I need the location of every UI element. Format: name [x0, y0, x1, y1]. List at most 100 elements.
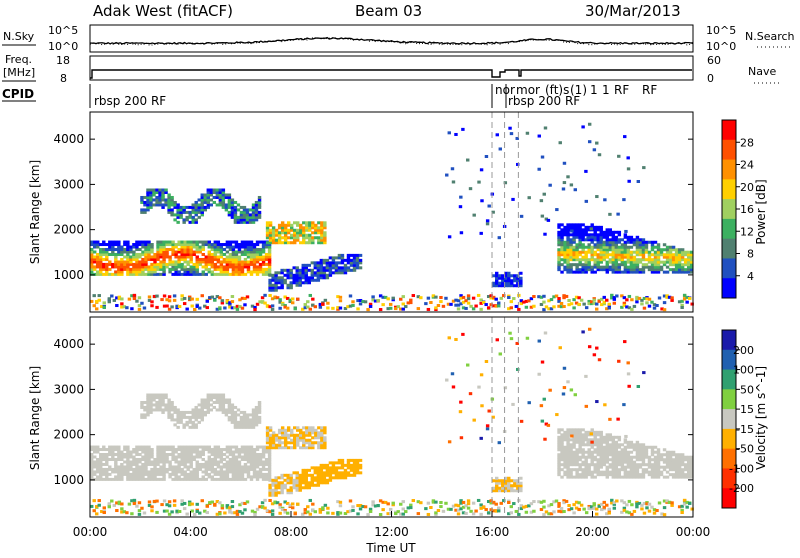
- power-cell: [231, 262, 236, 266]
- velocity-cell: [572, 450, 576, 454]
- power-cell: [182, 210, 186, 214]
- velocity-cell: [156, 450, 160, 454]
- power-cell: [328, 263, 333, 267]
- power-cell: [677, 255, 682, 259]
- power-cell: [650, 300, 654, 304]
- power-cell: [237, 262, 242, 266]
- power-cell: [638, 268, 643, 272]
- power-cell: [168, 267, 172, 271]
- power-cell: [167, 198, 171, 202]
- velocity-cell: [310, 476, 315, 480]
- power-cell: [170, 195, 174, 199]
- power-cell: [197, 198, 201, 202]
- power-cell: [246, 260, 251, 264]
- power-cell: [285, 296, 290, 300]
- power-cell: [218, 188, 223, 192]
- power-cell: [537, 167, 541, 171]
- velocity-cell: [171, 455, 175, 459]
- power-cell: [635, 235, 640, 239]
- power-cell: [507, 307, 511, 311]
- velocity-cell: [239, 418, 244, 422]
- velocity-cell: [316, 466, 321, 470]
- velocity-cell: [203, 398, 207, 402]
- power-cell: [144, 267, 148, 271]
- power-cell: [317, 236, 321, 240]
- power-cell: [471, 296, 476, 300]
- power-cell: [135, 270, 139, 274]
- power-cell: [447, 235, 452, 239]
- power-cell: [474, 304, 478, 308]
- power-cell: [516, 279, 520, 283]
- velocity-cell: [537, 500, 541, 504]
- velocity-cell: [314, 433, 318, 437]
- velocity-cell: [215, 512, 220, 516]
- velocity-cell: [507, 484, 511, 488]
- power-cell: [138, 260, 142, 264]
- power-cell: [216, 257, 221, 261]
- velocity-cell: [476, 498, 481, 502]
- power-cell: [122, 305, 127, 309]
- power-cell: [581, 230, 585, 234]
- power-cell: [680, 268, 685, 272]
- power-cell: [175, 304, 179, 308]
- velocity-cell: [677, 473, 682, 477]
- velocity-cell: [147, 455, 151, 459]
- velocity-cell: [563, 448, 567, 452]
- power-cell: [689, 268, 694, 272]
- velocity-cell: [158, 403, 162, 407]
- power-cell: [144, 250, 148, 254]
- power-cell: [305, 226, 309, 230]
- power-cell: [95, 307, 99, 311]
- velocity-cell: [268, 510, 272, 514]
- power-cell: [557, 268, 561, 272]
- velocity-cell: [267, 453, 272, 457]
- velocity-cell: [283, 431, 288, 435]
- velocity-cell: [302, 436, 306, 440]
- power-cell: [236, 220, 241, 224]
- power-cell: [126, 250, 130, 254]
- power-cell: [135, 262, 139, 266]
- power-cell: [471, 307, 476, 311]
- xtick-label: 12:00: [374, 525, 409, 539]
- power-cell: [578, 238, 582, 242]
- power-cell: [260, 300, 265, 304]
- velocity-cell: [120, 462, 124, 466]
- velocity-cell: [560, 448, 564, 452]
- power-cell: [102, 257, 106, 261]
- velocity-cell: [516, 486, 520, 490]
- colorbar-swatch: [722, 179, 736, 200]
- power-cell: [132, 255, 136, 259]
- power-cell: [544, 305, 549, 309]
- power-cell: [343, 263, 348, 267]
- power-cell: [451, 299, 456, 303]
- power-cell: [257, 210, 262, 214]
- velocity-cell: [147, 450, 151, 454]
- velocity-cell: [401, 512, 405, 516]
- velocity-cell: [581, 468, 585, 472]
- velocity-cell: [228, 445, 233, 449]
- power-cell: [647, 258, 652, 262]
- power-cell: [243, 260, 248, 264]
- velocity-cell: [668, 473, 673, 477]
- velocity-cell: [289, 428, 294, 432]
- velocity-cell: [557, 470, 561, 474]
- velocity-cell: [346, 471, 351, 475]
- power-cell: [557, 253, 561, 257]
- velocity-cell: [206, 398, 210, 402]
- velocity-cell: [614, 450, 619, 454]
- velocity-cell: [539, 404, 544, 408]
- power-cell: [192, 265, 196, 269]
- velocity-cell: [161, 403, 165, 407]
- power-cell: [605, 263, 609, 267]
- velocity-cell: [138, 475, 142, 479]
- power-cell: [99, 248, 103, 252]
- velocity-cell: [340, 476, 345, 480]
- velocity-cell: [557, 502, 561, 506]
- velocity-cell: [662, 465, 667, 469]
- velocity-cell: [219, 477, 224, 481]
- power-cell: [596, 238, 600, 242]
- velocity-cell: [328, 476, 333, 480]
- velocity-cell: [240, 472, 245, 476]
- velocity-cell: [203, 400, 207, 404]
- power-cell: [261, 267, 266, 271]
